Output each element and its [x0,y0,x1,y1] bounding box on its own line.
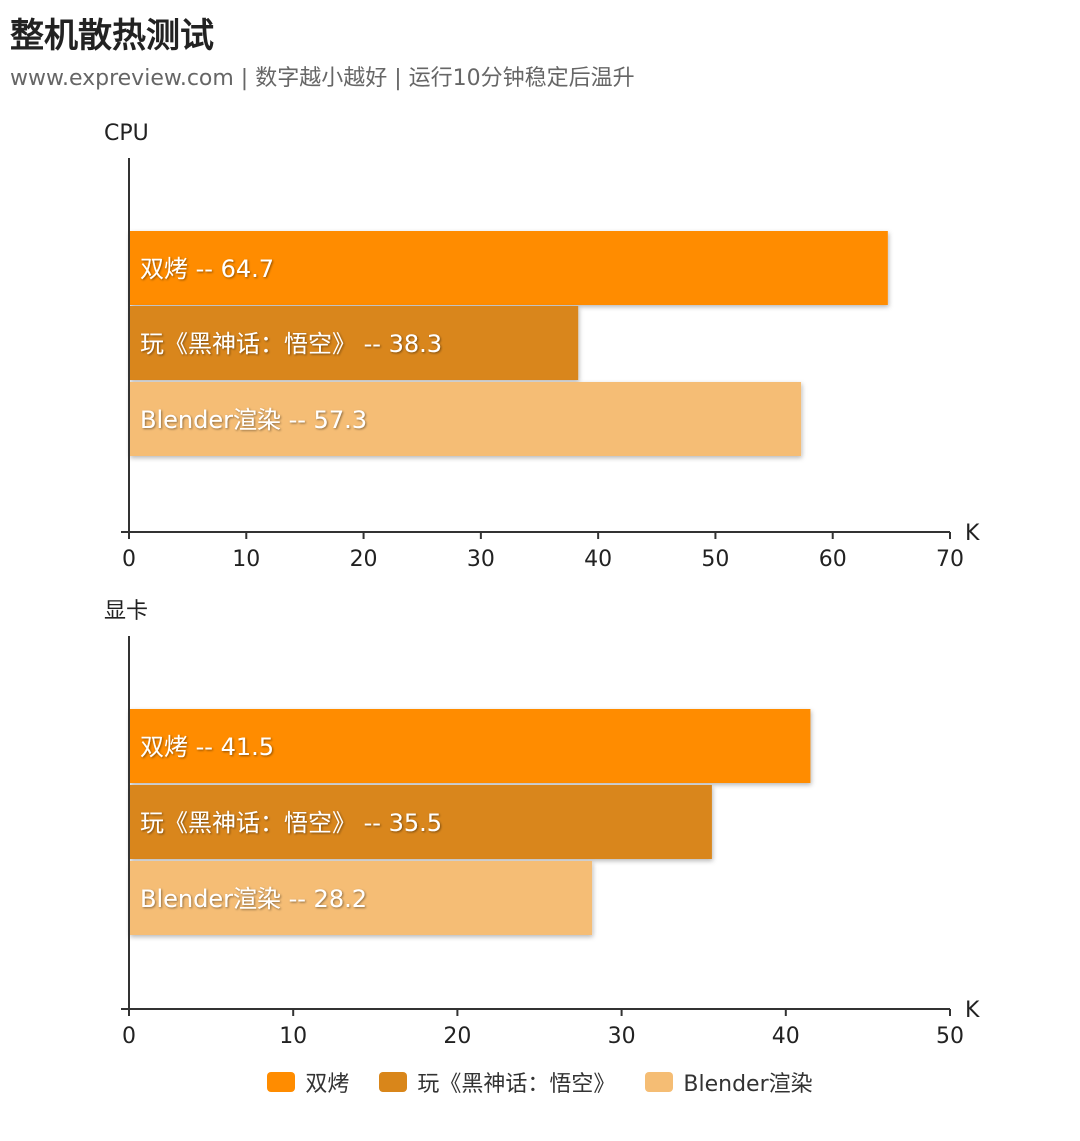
x-tick-label-0-4: 40 [584,547,612,572]
x-axis-label-0: K [965,521,980,546]
x-tick-label-1-0: 0 [122,1024,136,1049]
legend: 双烤 玩《黑神话：悟空》 Blender渲染 [0,1066,1080,1098]
bar-0-0 [129,231,888,305]
x-tick-label-1-1: 10 [279,1024,307,1049]
x-tick-label-0-3: 30 [467,547,495,572]
legend-swatch-1 [379,1072,408,1092]
x-tick-label-0-6: 60 [819,547,847,572]
bar-1-0 [129,709,811,783]
data-label-1-0: 双烤 -- 41.5 [140,733,274,761]
bar-0-2 [129,382,802,456]
chart-title: 整机散热测试 [10,16,214,56]
panel-title-0: CPU [104,121,149,146]
legend-label-2: Blender渲染 [683,1072,813,1097]
x-tick-label-1-4: 40 [772,1024,800,1049]
chart-subtitle: www.expreview.com | 数字越小越好 | 运行10分钟稳定后温升 [10,66,635,91]
bar-1-2 [129,861,593,935]
data-label-0-1: 玩《黑神话：悟空》 -- 38.3 [140,330,442,358]
x-tick-label-0-0: 0 [122,547,136,572]
data-label-0-2: Blender渲染 -- 57.3 [140,406,367,434]
bar-0-1 [129,306,579,380]
legend-swatch-2 [645,1072,674,1092]
data-label-1-1: 玩《黑神话：悟空》 -- 35.5 [140,809,442,837]
legend-label-1: 玩《黑神话：悟空》 [417,1072,616,1097]
panel-title-1: 显卡 [104,599,148,624]
x-tick-label-1-5: 50 [936,1024,964,1049]
bar-1-1 [129,785,712,859]
x-tick-label-0-2: 20 [350,547,378,572]
data-label-0-0: 双烤 -- 64.7 [140,255,274,283]
legend-swatch-0 [267,1072,296,1092]
data-label-1-2: Blender渲染 -- 28.2 [140,885,367,913]
legend-item-1: 玩《黑神话：悟空》 [379,1066,615,1098]
x-axis-label-1: K [965,998,980,1023]
legend-label-0: 双烤 [305,1072,350,1097]
legend-item-2: Blender渲染 [645,1066,813,1098]
legend-item-0: 双烤 [267,1066,349,1098]
x-tick-label-0-5: 50 [701,547,729,572]
x-tick-label-0-1: 10 [232,547,260,572]
x-tick-label-1-3: 30 [608,1024,636,1049]
x-tick-label-1-2: 20 [443,1024,471,1049]
x-tick-label-0-7: 70 [936,547,964,572]
